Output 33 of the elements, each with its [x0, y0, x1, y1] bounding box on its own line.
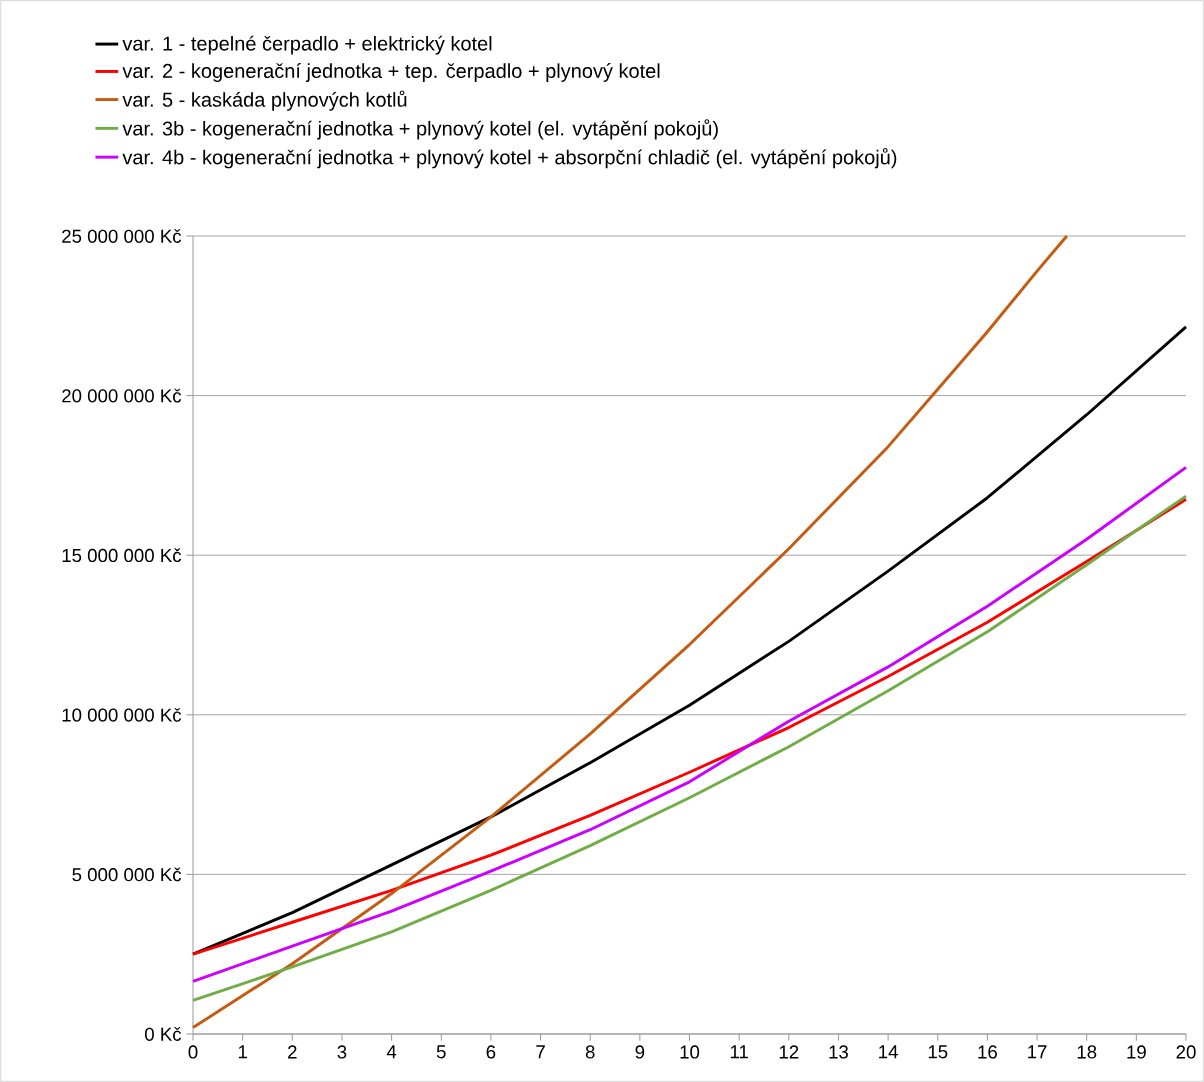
- x-tick-label: 6: [486, 1045, 496, 1059]
- legend-label: var. 4b - kogenerační jednotka + plynový kotel + absorpční chladič (el. vytápění pokojů): [122, 148, 897, 169]
- x-tick-label: 10: [680, 1045, 700, 1059]
- x-tick-label: 11: [730, 1045, 748, 1059]
- x-tick-label: 3: [337, 1045, 347, 1059]
- x-tick-label: 5: [436, 1045, 446, 1059]
- y-tick-label: 10 000 000 Kč: [62, 707, 182, 722]
- x-tick-label: 2: [288, 1045, 297, 1059]
- x-tick-label: 15: [928, 1045, 948, 1059]
- y-tick-label: 0 Kč: [145, 1027, 182, 1041]
- x-tick-label: 4: [386, 1045, 397, 1059]
- x-tick-label: 17: [1028, 1045, 1047, 1059]
- x-tick-label: 0: [188, 1045, 198, 1059]
- y-tick-label: 20 000 000 Kč: [62, 388, 182, 403]
- x-tick-label: 13: [829, 1045, 848, 1059]
- x-tick-label: 7: [536, 1045, 545, 1059]
- line-series: [191, 234, 1069, 1030]
- legend-label: var. 5 - kaskáda plynových kotlů: [122, 90, 407, 111]
- x-tick-label: 8: [585, 1045, 595, 1059]
- x-tick-label: 14: [879, 1045, 898, 1059]
- x-tick-label: 19: [1127, 1045, 1146, 1059]
- x-tick-label: 9: [635, 1045, 645, 1059]
- legend-label: var. 1 - tepelné čerpadlo + elektrický kotel: [122, 35, 492, 55]
- x-tick-label: 16: [978, 1045, 997, 1059]
- x-tick-label: 12: [779, 1045, 799, 1059]
- legend-label: var. 2 - kogenerační jednotka + tep. čerpadlo + plynový kotel: [122, 63, 660, 82]
- x-tick-label: 1: [238, 1045, 247, 1059]
- y-tick-label: 25 000 000 Kč: [62, 229, 182, 243]
- x-tick-label: 18: [1077, 1045, 1097, 1059]
- x-tick-label: 20: [1176, 1045, 1196, 1059]
- y-tick-label: 15 000 000 Kč: [62, 548, 182, 563]
- legend-label: var. 3b - kogenerační jednotka + plynový kotel (el. vytápění pokojů): [122, 119, 718, 140]
- y-tick-label: 5 000 000 Kč: [72, 867, 182, 882]
